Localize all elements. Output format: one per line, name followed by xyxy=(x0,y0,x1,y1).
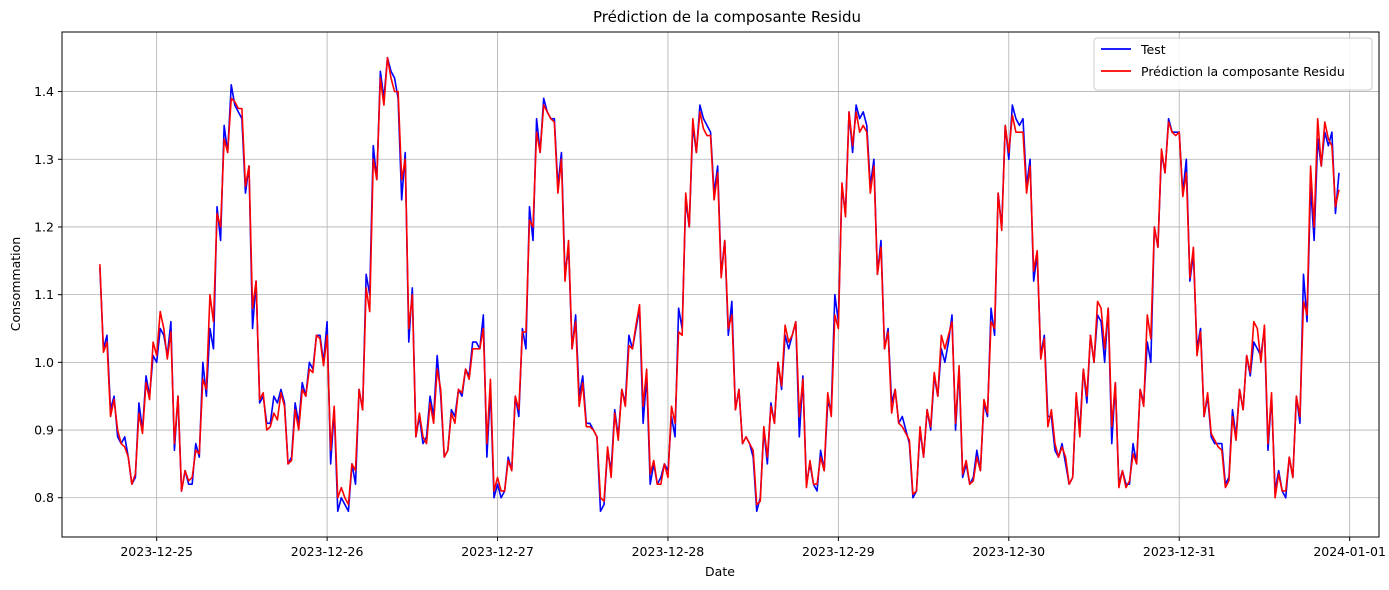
x-tick-label: 2023-12-26 xyxy=(291,544,364,559)
grid xyxy=(62,32,1379,537)
legend-box xyxy=(1093,37,1373,91)
legend-label-prediction: Prédiction la composante Residu xyxy=(1141,64,1345,79)
x-axis: 2023-12-25 2023-12-26 2023-12-27 2023-12-28… xyxy=(120,537,1386,559)
y-tick-label: 0.9 xyxy=(34,423,54,438)
x-axis-title: Date xyxy=(705,564,735,579)
x-tick-label: 2023-12-25 xyxy=(120,544,193,559)
legend-label-test: Test xyxy=(1140,42,1166,57)
series-group xyxy=(99,56,1340,513)
series-line-prediction xyxy=(99,56,1340,506)
x-tick-label: 2023-12-29 xyxy=(802,544,875,559)
y-axis: 0.8 0.9 1.0 1.1 1.2 1.3 1.4 xyxy=(34,84,62,505)
x-tick-label: 2023-12-31 xyxy=(1143,544,1216,559)
chart-title: Prédiction de la composante Residu xyxy=(593,8,861,26)
x-tick-label: 2023-12-30 xyxy=(972,544,1045,559)
y-tick-label: 1.2 xyxy=(34,219,54,234)
y-tick-label: 1.1 xyxy=(34,287,54,302)
y-axis-title: Consommation xyxy=(8,237,23,331)
y-tick-label: 1.4 xyxy=(34,84,54,99)
legend: Test Prédiction la composante Residu xyxy=(1093,37,1373,91)
y-tick-label: 1.0 xyxy=(34,355,54,370)
y-tick-label: 0.8 xyxy=(34,490,54,505)
y-tick-label: 1.3 xyxy=(34,152,54,167)
x-tick-label: 2024-01-01 xyxy=(1313,544,1386,559)
x-tick-label: 2023-12-27 xyxy=(461,544,534,559)
plot-frame xyxy=(61,31,1380,538)
x-tick-label: 2023-12-28 xyxy=(632,544,705,559)
